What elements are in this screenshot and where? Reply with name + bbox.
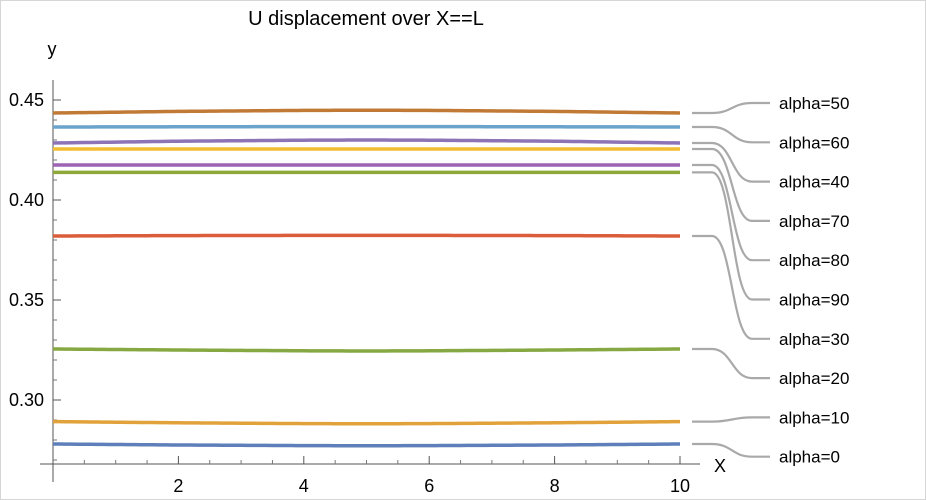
x-tick-label: 2 (173, 476, 183, 496)
legend-connector (692, 416, 770, 423)
legend-connector (692, 171, 770, 301)
series-lines (52, 108, 681, 448)
series-line-alpha-0 (52, 442, 681, 448)
legend-label: alpha=40 (779, 173, 849, 192)
legend-connector (692, 141, 770, 183)
legend-label: alpha=10 (779, 408, 849, 427)
legend-connector (692, 147, 770, 222)
legend-connector (692, 163, 770, 262)
legend-label: alpha=90 (779, 291, 849, 310)
chart-title: U displacement over X==L (248, 8, 484, 30)
series-line-alpha-20 (52, 347, 681, 353)
y-tick-label: 0.45 (9, 90, 44, 110)
series-line-alpha-50 (52, 108, 681, 115)
legend-label: alpha=50 (779, 94, 849, 113)
legend-connector (692, 347, 770, 380)
x-tick-label: 10 (670, 476, 690, 496)
y-tick-label: 0.35 (9, 290, 44, 310)
x-tick-label: 6 (424, 476, 434, 496)
legend-connector (692, 101, 770, 115)
series-line-alpha-40 (52, 138, 681, 145)
legend-connector (692, 125, 770, 144)
y-tick-label: 0.30 (9, 390, 44, 410)
axes (40, 80, 700, 482)
series-line-alpha-30 (52, 233, 681, 238)
ticks: 2 4 6 8 10 0.30 0.35 0.40 0.45 (9, 90, 690, 496)
legend-label: alpha=20 (779, 369, 849, 388)
legend-label: alpha=30 (779, 330, 849, 349)
legend-label: alpha=60 (779, 133, 849, 152)
legend-label: alpha=70 (779, 212, 849, 231)
series-line-alpha-10 (52, 419, 681, 426)
legend-connector (692, 442, 770, 458)
legend-label: alpha=80 (779, 251, 849, 270)
legend: alpha=50 alpha=60 alpha=40 alpha=70 alpha=80… (692, 94, 849, 467)
x-axis-label: X (714, 456, 726, 476)
y-axis-label: y (48, 39, 57, 59)
x-tick-label: 4 (299, 476, 309, 496)
y-tick-label: 0.40 (9, 190, 44, 210)
legend-connector (692, 234, 770, 340)
legend-label: alpha=0 (779, 448, 840, 467)
x-tick-label: 8 (550, 476, 560, 496)
